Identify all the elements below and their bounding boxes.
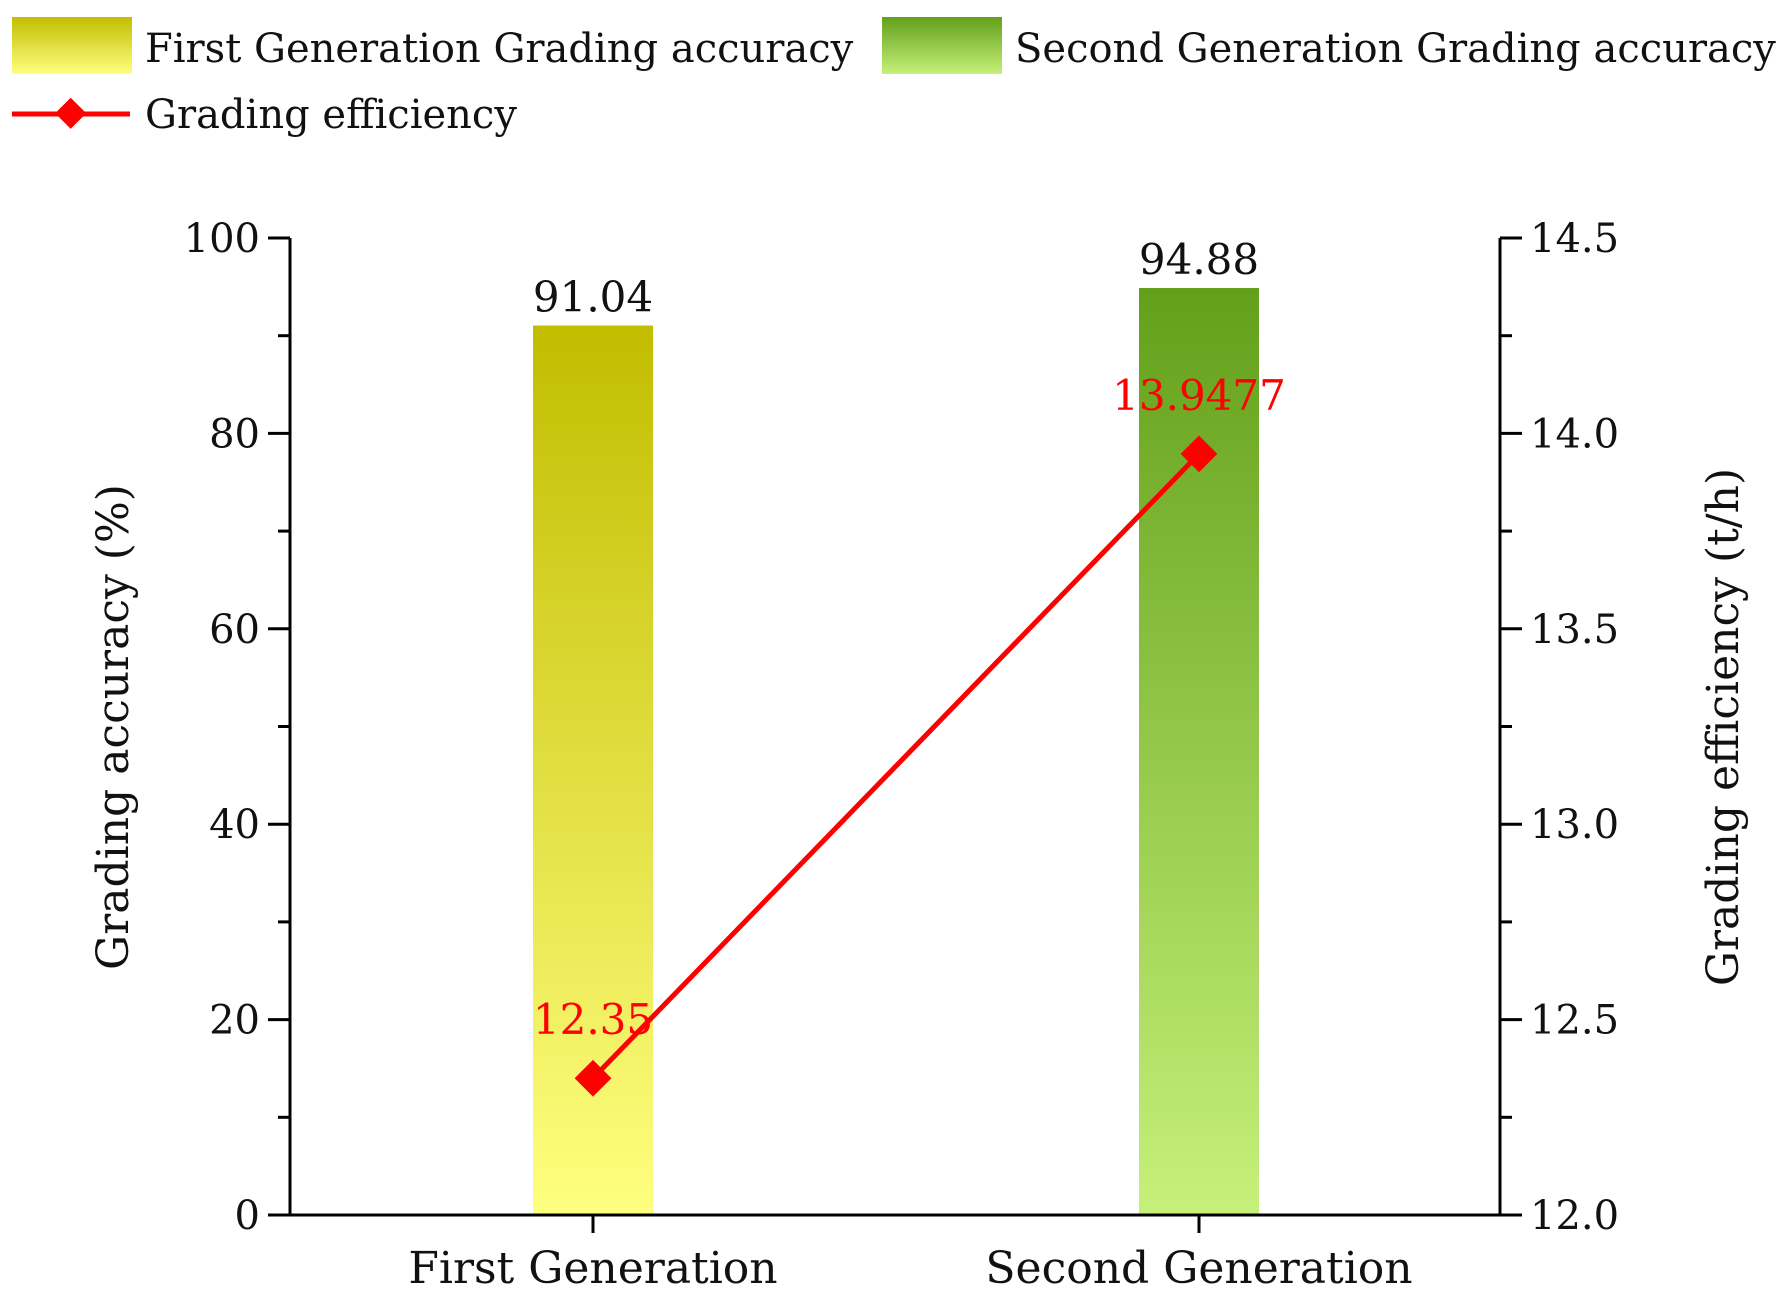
- legend-marker-efficiency: [55, 97, 87, 129]
- legend: First Generation Grading accuracy Second…: [12, 17, 1776, 138]
- axes: 0 20 40 60 80 100 12.0 12.5 13.0 13.5 14.0 14.5 Fi…: [184, 216, 1619, 1294]
- efficiency-point-second: [1180, 435, 1218, 473]
- bar-value-label-first: 91.04: [533, 273, 653, 322]
- legend-swatch-first: [12, 17, 132, 74]
- right-tick-label: 12.5: [1530, 998, 1619, 1044]
- efficiency-value-label-first: 12.35: [533, 995, 653, 1044]
- legend-label-first: First Generation Grading accuracy: [145, 26, 854, 72]
- right-tick-label: 13.5: [1530, 607, 1619, 653]
- left-tick-label: 20: [209, 998, 260, 1044]
- legend-swatch-second: [882, 17, 1002, 74]
- left-axis-title: Grading accuracy (%): [88, 484, 139, 970]
- efficiency-series: 12.35 13.9477: [533, 371, 1286, 1097]
- efficiency-value-label-second: 13.9477: [1112, 371, 1286, 420]
- right-tick-label: 12.0: [1530, 1193, 1619, 1239]
- left-tick-label: 0: [235, 1193, 260, 1239]
- x-category-label: First Generation: [408, 1243, 777, 1294]
- right-tick-label: 13.0: [1530, 802, 1619, 848]
- x-category-label: Second Generation: [985, 1243, 1412, 1294]
- x-axis-ticks: First Generation Second Generation: [408, 1215, 1413, 1294]
- bar-second-generation: [1139, 288, 1259, 1215]
- legend-label-second: Second Generation Grading accuracy: [1015, 26, 1776, 72]
- right-axis-title: Grading efficiency (t/h): [1698, 468, 1749, 986]
- efficiency-line: [591, 452, 1201, 1080]
- efficiency-point-first: [574, 1059, 612, 1097]
- left-tick-label: 100: [184, 216, 260, 262]
- bar-value-label-second: 94.88: [1139, 235, 1259, 284]
- right-tick-label: 14.0: [1530, 411, 1619, 457]
- left-tick-label: 80: [209, 411, 260, 457]
- left-axis-ticks: 0 20 40 60 80 100: [184, 216, 290, 1239]
- left-tick-label: 40: [209, 802, 260, 848]
- right-tick-label: 14.5: [1530, 216, 1619, 262]
- right-axis-ticks: 12.0 12.5 13.0 13.5 14.0 14.5: [1500, 216, 1619, 1239]
- left-tick-label: 60: [209, 607, 260, 653]
- legend-label-efficiency: Grading efficiency: [145, 92, 517, 138]
